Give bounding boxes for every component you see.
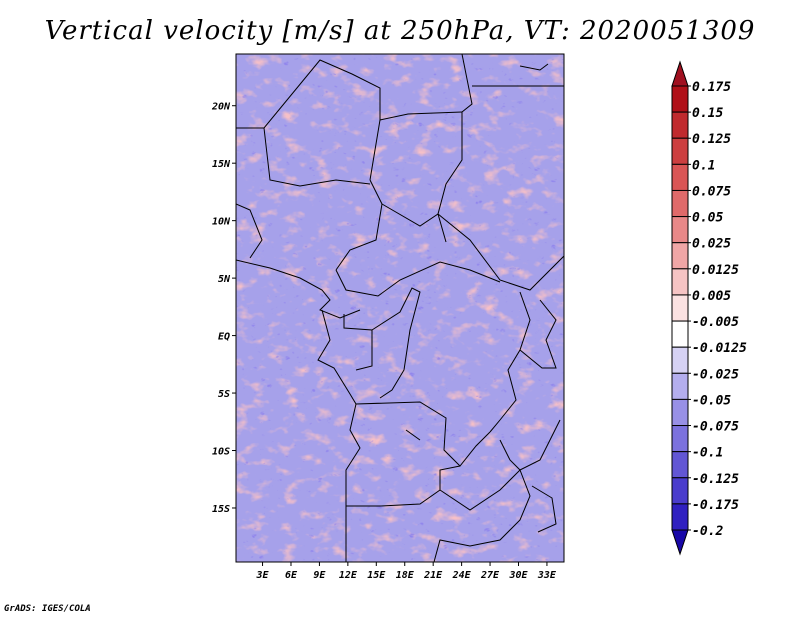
colorbar-swatch — [671, 346, 689, 374]
grads-credit: GrADS: IGES/COLA — [4, 604, 91, 614]
latitude-axis: 20N 15N 10N 5N EQ 5S 10S 15S — [211, 102, 236, 515]
longitude-axis: 3E 6E 9E 12E 15E 18E 21E 24E 27E 30E 33E — [256, 562, 557, 581]
lon-label: 21E — [423, 570, 443, 581]
lon-label: 33E — [537, 570, 557, 581]
lat-label: EQ — [218, 332, 230, 343]
colorbar-swatch — [671, 320, 689, 348]
colorbar-label: 0.005 — [692, 289, 731, 304]
colorbar-label: -0.005 — [692, 315, 739, 330]
colorbar-swatch — [671, 111, 689, 139]
velocity-field — [236, 54, 564, 562]
lat-label: 10S — [212, 447, 230, 458]
colorbar-swatch — [671, 85, 689, 113]
colorbar-swatch — [671, 477, 689, 505]
colorbar-swatch — [671, 189, 689, 218]
colorbar-label: 0.125 — [692, 132, 731, 147]
colorbar-swatch — [671, 242, 689, 270]
colorbar-label: 0.15 — [692, 106, 723, 121]
lat-label: 15N — [212, 159, 231, 170]
map-title: Vertical velocity [m/s] at 250hPa, VT: 2… — [44, 16, 756, 46]
colorbar-label: -0.0125 — [692, 341, 747, 356]
colorbar-label: -0.025 — [692, 367, 739, 382]
colorbar-swatch — [671, 451, 689, 479]
colorbar-label: 0.075 — [692, 184, 731, 199]
lon-label: 27E — [480, 570, 500, 581]
colorbar-swatch — [671, 268, 689, 296]
lat-label: 15S — [212, 504, 230, 515]
lon-label: 6E — [285, 570, 298, 581]
lon-label: 30E — [508, 570, 528, 581]
colorbar-label: 0.05 — [692, 211, 723, 226]
colorbar-swatch — [671, 425, 689, 453]
colorbar-swatch — [671, 294, 689, 322]
lon-label: 15E — [367, 570, 386, 581]
map-frame — [235, 53, 565, 563]
colorbar-swatch — [671, 398, 689, 427]
colorbar-swatch — [671, 372, 689, 400]
lon-label: 12E — [339, 570, 358, 581]
colorbar-swatch — [671, 163, 689, 191]
colorbar-bottom-arrow — [671, 529, 689, 556]
country-borders — [236, 54, 564, 562]
lon-label: 18E — [396, 570, 415, 581]
colorbar-label: -0.05 — [692, 393, 731, 408]
lat-label: 20N — [211, 102, 231, 113]
colorbar-label: 0.1 — [692, 158, 715, 173]
colorbar-top-arrow — [671, 60, 689, 87]
colorbar-label: 0.0125 — [692, 263, 739, 278]
colorbar-label: 0.025 — [692, 237, 731, 252]
lon-label: 24E — [452, 570, 472, 581]
colorbar-swatch — [671, 216, 689, 244]
lon-label: 9E — [313, 570, 326, 581]
colorbar-label: -0.1 — [692, 446, 723, 461]
lon-label: 3E — [256, 570, 270, 581]
lat-label: 10N — [212, 217, 231, 228]
colorbar: 0.175 0.15 0.125 0.1 0.075 0.05 0.025 0.0125 0.0… — [671, 60, 747, 556]
colorbar-label: -0.2 — [692, 524, 723, 539]
colorbar-label: -0.075 — [692, 420, 739, 435]
lat-label: 5N — [218, 274, 231, 285]
colorbar-label: 0.175 — [692, 80, 731, 95]
colorbar-swatch — [671, 137, 689, 165]
colorbar-swatch — [671, 503, 689, 531]
colorbar-label: -0.125 — [692, 472, 739, 487]
colorbar-label: -0.175 — [692, 498, 739, 513]
lat-label: 5S — [218, 389, 230, 400]
